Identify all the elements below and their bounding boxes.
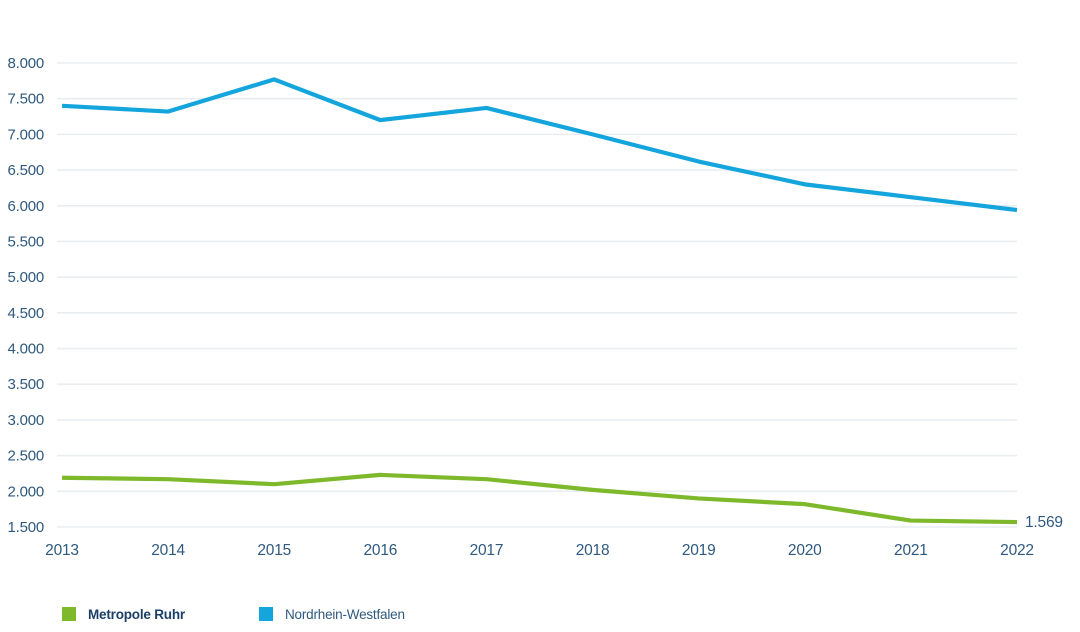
y-axis-tick-label: 5.500: [7, 233, 44, 250]
x-axis-tick-label: 2014: [151, 542, 185, 559]
chart-legend: Metropole Ruhr Nordrhein-Westfalen: [0, 604, 1080, 630]
x-axis-tick-label: 2017: [470, 542, 504, 559]
y-axis-tick-label: 2.000: [7, 483, 44, 500]
y-axis-tick-label: 4.500: [7, 305, 44, 322]
x-axis-tick-label: 2021: [894, 542, 928, 559]
y-axis-tick-label: 5.000: [7, 269, 44, 286]
y-axis-tick-label: 4.000: [7, 341, 44, 358]
legend-item-nordrhein-westfalen: Nordrhein-Westfalen: [259, 604, 405, 624]
x-axis-tick-label: 2018: [576, 542, 610, 559]
y-axis-tick-label: 7.500: [7, 91, 44, 108]
x-axis-tick-label: 2016: [363, 542, 397, 559]
x-axis-tick-label: 2019: [682, 542, 716, 559]
y-axis-tick-label: 6.500: [7, 162, 44, 179]
y-axis-tick-label: 3.000: [7, 412, 44, 429]
y-axis-tick-label: 2.500: [7, 448, 44, 465]
y-axis-tick-label: 8.000: [7, 55, 44, 72]
legend-label-metropole-ruhr: Metropole Ruhr: [88, 606, 185, 622]
series-line-nordrhein-westfalen: [61, 77, 1018, 213]
series-end-value-label: 1.569: [1025, 514, 1063, 531]
y-axis-tick-label: 7.000: [7, 126, 44, 143]
legend-swatch-metropole-ruhr: [62, 607, 76, 621]
legend-item-metropole-ruhr: Metropole Ruhr: [62, 604, 185, 624]
x-axis-tick-label: 2022: [1000, 542, 1034, 559]
y-axis-tick-label: 3.500: [7, 376, 44, 393]
x-axis-tick-label: 2015: [257, 542, 291, 559]
legend-swatch-nordrhein-westfalen: [259, 607, 273, 621]
y-axis-tick-label: 6.000: [7, 198, 44, 215]
legend-label-nordrhein-westfalen: Nordrhein-Westfalen: [285, 606, 405, 622]
x-axis-tick-label: 2020: [788, 542, 822, 559]
x-axis-tick-label: 2013: [45, 542, 79, 559]
y-axis-tick-label: 1.500: [7, 519, 44, 536]
series-line-metropole-ruhr: [61, 472, 1018, 525]
